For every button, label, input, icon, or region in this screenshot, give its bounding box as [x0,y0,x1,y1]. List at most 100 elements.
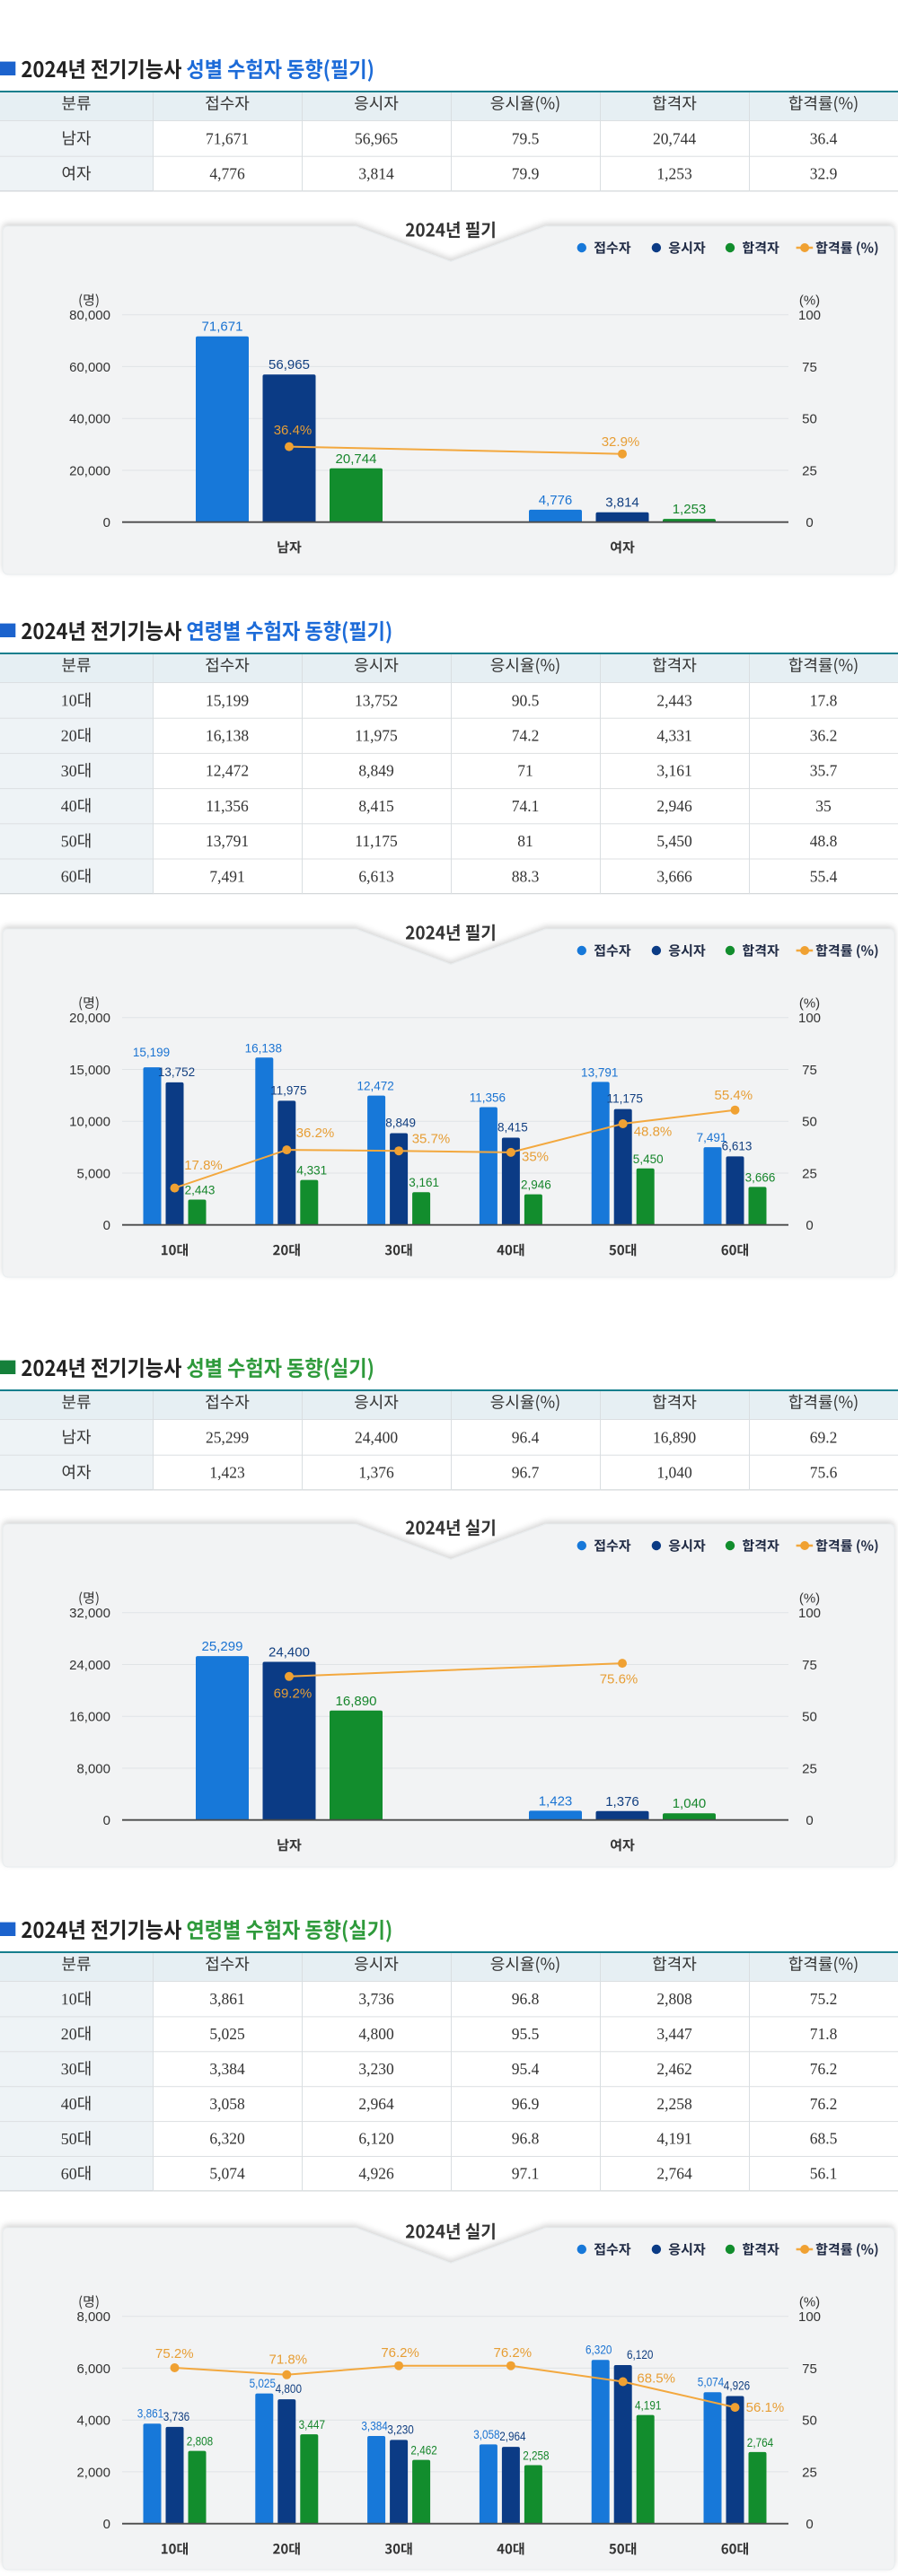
svg-text:50: 50 [802,412,817,427]
svg-text:32.9%: 32.9% [602,434,640,450]
svg-text:68.5: 68.5 [810,2130,838,2148]
svg-text:0: 0 [806,1813,813,1828]
svg-text:8,849: 8,849 [358,762,394,780]
svg-text:75: 75 [802,1658,817,1673]
svg-text:17.8%: 17.8% [184,1158,223,1173]
svg-text:76.2: 76.2 [810,2060,838,2078]
svg-text:75: 75 [802,1063,817,1078]
svg-text:1,423: 1,423 [209,1464,245,1482]
svg-text:96.8: 96.8 [512,2130,540,2148]
svg-text:55.4%: 55.4% [715,1088,753,1103]
svg-text:100: 100 [798,1606,821,1621]
svg-text:56.1: 56.1 [810,2165,838,2183]
svg-text:10,000: 10,000 [69,1115,110,1130]
svg-text:3,058: 3,058 [209,2095,245,2113]
svg-text:36.4%: 36.4% [274,423,313,438]
svg-text:1,376: 1,376 [605,1794,639,1809]
svg-text:50: 50 [802,1115,817,1130]
svg-text:4,776: 4,776 [539,493,573,508]
svg-text:0: 0 [103,515,110,530]
svg-text:75.6%: 75.6% [600,1672,638,1687]
svg-text:71,671: 71,671 [202,320,243,335]
svg-text:4,331: 4,331 [656,727,691,745]
svg-text:71,671: 71,671 [206,129,249,147]
svg-text:4,000: 4,000 [76,2414,110,2429]
svg-text:2,000: 2,000 [76,2465,110,2480]
svg-text:100: 100 [798,2309,821,2325]
svg-text:11,356: 11,356 [206,797,249,815]
svg-text:11,975: 11,975 [270,1083,306,1097]
svg-text:(%): (%) [799,1591,820,1607]
svg-text:2,946: 2,946 [521,1178,551,1192]
svg-text:20,744: 20,744 [653,129,696,147]
svg-text:68.5%: 68.5% [637,2370,675,2386]
svg-text:2,462: 2,462 [410,2443,436,2458]
svg-text:2,443: 2,443 [185,1184,216,1197]
svg-text:48.8: 48.8 [810,832,838,850]
svg-text:6,613: 6,613 [722,1139,753,1152]
svg-text:55.4: 55.4 [810,867,838,885]
svg-text:71.8: 71.8 [810,2025,838,2043]
svg-text:8,000: 8,000 [76,2309,110,2325]
svg-text:0: 0 [806,1218,813,1233]
svg-text:4,191: 4,191 [656,2130,691,2148]
svg-text:16,138: 16,138 [206,727,249,745]
svg-text:35.7%: 35.7% [412,1132,451,1147]
svg-text:3,861: 3,861 [209,1990,244,2008]
svg-text:17.8: 17.8 [810,691,838,709]
svg-text:76.2%: 76.2% [381,2345,419,2361]
svg-text:4,191: 4,191 [635,2398,661,2413]
svg-text:32,000: 32,000 [69,1606,110,1621]
svg-text:13,791: 13,791 [581,1065,618,1079]
svg-text:71.8%: 71.8% [269,2353,308,2368]
svg-text:36.2: 36.2 [810,727,838,745]
svg-text:75: 75 [802,360,817,375]
svg-text:11,175: 11,175 [355,832,398,850]
svg-text:24,000: 24,000 [69,1658,110,1673]
svg-text:3,161: 3,161 [409,1176,439,1189]
svg-text:79.9: 79.9 [512,165,540,183]
svg-text:69.2: 69.2 [810,1428,838,1446]
svg-text:2,946: 2,946 [656,797,692,815]
svg-text:7,491: 7,491 [209,867,244,885]
svg-text:20,000: 20,000 [69,1011,110,1026]
svg-text:16,138: 16,138 [245,1041,282,1055]
svg-text:3,666: 3,666 [745,1170,776,1184]
svg-text:90.5: 90.5 [512,691,540,709]
svg-text:1,040: 1,040 [656,1464,692,1482]
svg-text:13,752: 13,752 [158,1065,195,1079]
svg-text:1,423: 1,423 [539,1793,573,1809]
svg-text:3,861: 3,861 [137,2406,163,2421]
svg-text:7,491: 7,491 [697,1131,727,1144]
svg-text:13,791: 13,791 [206,832,249,850]
svg-text:74.1: 74.1 [512,797,540,815]
svg-text:4,926: 4,926 [724,2379,750,2393]
svg-text:2,258: 2,258 [523,2449,549,2463]
svg-text:75: 75 [802,2361,817,2377]
svg-text:15,000: 15,000 [69,1063,110,1078]
svg-text:8,415: 8,415 [358,797,394,815]
svg-text:3,384: 3,384 [361,2419,387,2433]
svg-text:97.1: 97.1 [512,2165,540,2183]
svg-text:4,776: 4,776 [209,165,245,183]
svg-text:36.4: 36.4 [810,129,838,147]
svg-text:95.4: 95.4 [512,2060,540,2078]
svg-text:0: 0 [103,1218,110,1233]
svg-text:11,356: 11,356 [470,1091,506,1105]
svg-text:24,400: 24,400 [355,1428,398,1446]
svg-text:2,808: 2,808 [656,1990,692,2008]
svg-text:2,964: 2,964 [499,2429,525,2443]
svg-text:96.4: 96.4 [512,1428,540,1446]
svg-text:3,161: 3,161 [656,762,691,780]
svg-text:80,000: 80,000 [69,308,110,323]
svg-text:6,320: 6,320 [585,2343,612,2357]
svg-text:32.9: 32.9 [810,165,838,183]
svg-text:3,447: 3,447 [299,2417,325,2431]
svg-text:5,450: 5,450 [656,832,692,850]
svg-text:35.7: 35.7 [810,762,838,780]
svg-text:3,666: 3,666 [656,867,692,885]
svg-text:25,299: 25,299 [202,1639,243,1654]
svg-text:81: 81 [517,832,533,850]
svg-text:56,965: 56,965 [269,357,310,372]
svg-text:1,040: 1,040 [673,1796,707,1811]
